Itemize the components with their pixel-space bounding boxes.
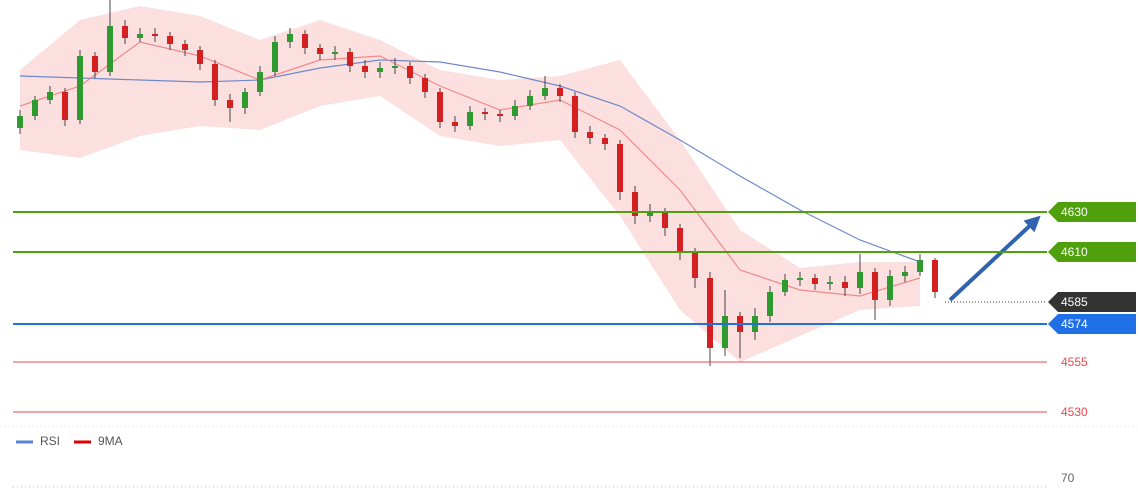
legend-label: 9MA — [98, 434, 123, 448]
candle-body — [692, 252, 698, 278]
candle-body — [602, 138, 608, 144]
candle-body — [302, 34, 308, 48]
level-label: 4574 — [1061, 317, 1088, 331]
candle-body — [467, 112, 473, 126]
candle-body — [347, 52, 353, 66]
moving-average — [19, 59, 921, 263]
candle-body — [842, 282, 848, 288]
candle-body — [47, 92, 53, 100]
candle-body — [212, 64, 218, 100]
candle-body — [62, 92, 68, 120]
candle-body — [77, 56, 83, 120]
candle-body — [677, 228, 683, 252]
trend-arrow — [948, 215, 1041, 302]
candle-body — [722, 316, 728, 348]
candle-body — [92, 56, 98, 72]
candle-body — [497, 114, 503, 116]
candle-body — [527, 96, 533, 106]
candle-body — [257, 72, 263, 92]
candle-body — [242, 92, 248, 108]
candle-body — [902, 272, 908, 276]
candle-body — [932, 260, 938, 292]
candle-body — [632, 192, 638, 216]
candle-body — [917, 260, 923, 272]
candle-body — [272, 42, 278, 72]
candle-body — [407, 66, 413, 78]
rsi-tick-label: 70 — [1061, 471, 1075, 485]
candle-body — [182, 44, 188, 50]
candle-body — [137, 34, 143, 38]
candle-body — [557, 88, 563, 96]
candle-body — [287, 34, 293, 42]
candle-body — [392, 66, 398, 68]
candle-body — [437, 92, 443, 122]
candle-body — [422, 78, 428, 92]
candle-body — [617, 144, 623, 192]
level-label-box — [1048, 292, 1136, 312]
candle-body — [857, 272, 863, 288]
candle-body — [362, 66, 368, 72]
candle-body — [647, 212, 653, 216]
candle-body — [872, 272, 878, 300]
bollinger-band — [20, 6, 920, 362]
level-label: 4585 — [1061, 295, 1088, 309]
candle-body — [782, 280, 788, 292]
candle-body — [32, 100, 38, 116]
legend-label: RSI — [40, 434, 60, 448]
level-label-box — [1048, 314, 1136, 334]
candle-body — [167, 36, 173, 44]
level-label: 4555 — [1061, 355, 1088, 369]
candle-body — [152, 34, 158, 36]
candle-body — [107, 26, 113, 72]
level-label-box — [1048, 202, 1136, 222]
candle-body — [227, 100, 233, 108]
candle-body — [197, 50, 203, 64]
candle-body — [587, 132, 593, 138]
candle-body — [332, 52, 338, 54]
level-label: 4610 — [1061, 245, 1088, 259]
candle-body — [767, 292, 773, 316]
level-label: 4530 — [1061, 405, 1088, 419]
level-label-box — [1048, 242, 1136, 262]
candle-body — [377, 68, 383, 72]
level-label: 4630 — [1061, 205, 1088, 219]
candle-body — [887, 276, 893, 300]
candle-body — [512, 106, 518, 116]
candle-body — [452, 122, 458, 126]
candle-body — [482, 112, 488, 114]
candle-body — [707, 278, 713, 348]
candle-body — [122, 26, 128, 38]
candle-body — [17, 116, 23, 128]
candle-body — [317, 48, 323, 54]
candle-body — [542, 88, 548, 96]
candle-body — [797, 278, 803, 280]
candle-body — [812, 278, 818, 284]
candle-body — [827, 282, 833, 284]
candle-body — [662, 212, 668, 228]
candle-body — [572, 96, 578, 132]
